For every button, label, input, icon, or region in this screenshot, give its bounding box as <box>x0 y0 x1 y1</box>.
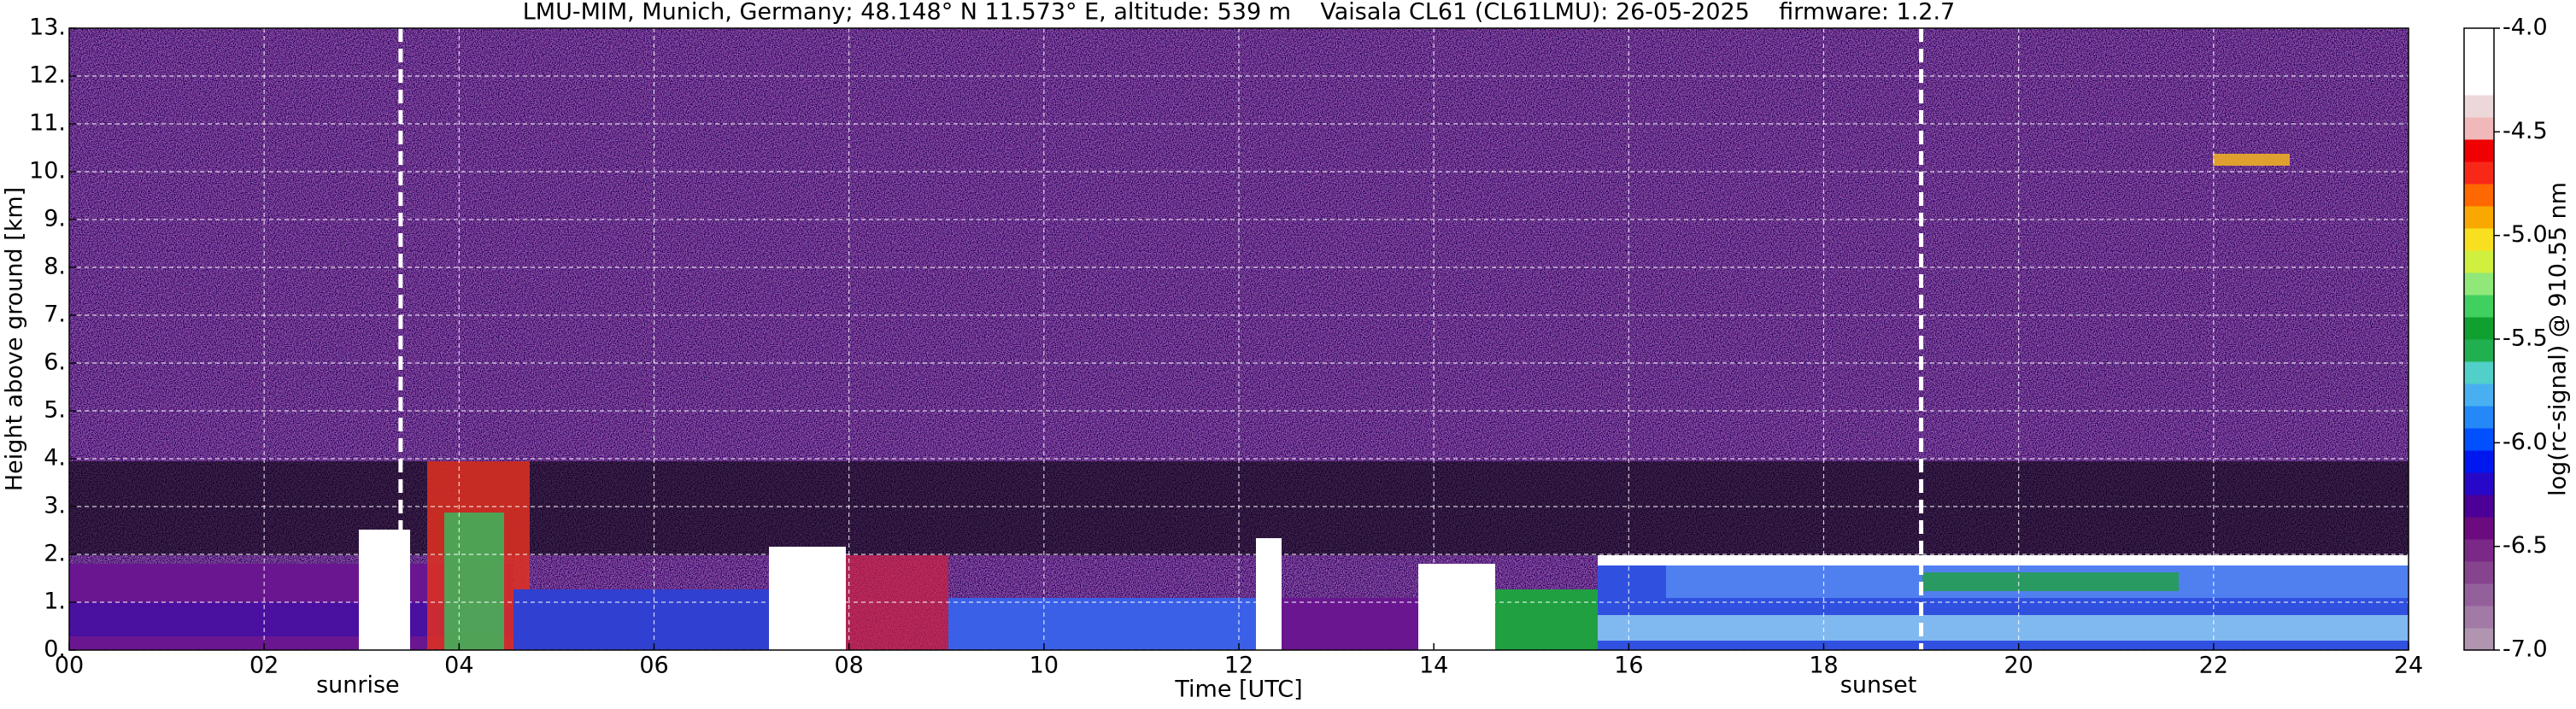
colorbar-bin <box>2464 73 2494 96</box>
chart-title: LMU-MIM, Munich, Germany; 48.148° N 11.5… <box>523 0 1956 26</box>
y-axis-label: Height above ground [km] <box>2 187 28 491</box>
y-tick-label: 10. <box>29 158 66 185</box>
colorbar-bin <box>2464 206 2494 229</box>
event-label: sunrise <box>316 672 400 699</box>
heatmap-layer <box>1495 589 1598 650</box>
colorbar-bin <box>2464 561 2494 584</box>
y-tick-label: 12. <box>29 62 66 89</box>
colorbar-tick-label: -6.5 <box>2503 532 2548 559</box>
x-axis-label: Time [UTC] <box>1174 677 1302 703</box>
x-tick-label: 14 <box>1419 653 1448 679</box>
colorbar-bin <box>2464 495 2494 518</box>
x-tick-label: 24 <box>2394 653 2423 679</box>
colorbar-bin <box>2464 606 2494 629</box>
plot-frame <box>68 27 2409 651</box>
heatmap-cloud-top <box>1598 555 2409 565</box>
y-tick-label: 7. <box>44 302 66 328</box>
colorbar-bin <box>2464 28 2494 51</box>
y-tick-label: 9. <box>44 206 66 232</box>
colorbar-bin <box>2464 406 2494 429</box>
heatmap-layer <box>1282 598 1418 650</box>
y-tick-label: 4. <box>44 445 66 472</box>
colorbar-bin <box>2464 250 2494 273</box>
x-tick-label: 10 <box>1030 653 1059 679</box>
x-tick-label: 20 <box>2004 653 2033 679</box>
y-tick-label: 11. <box>29 110 66 137</box>
heatmap-cloud <box>2213 154 2290 166</box>
y-tick-label: 0. <box>44 636 66 663</box>
x-tick-label: 06 <box>639 653 668 679</box>
heatmap-layer <box>513 589 770 650</box>
y-tick-label: 3. <box>44 493 66 519</box>
heatmap-layer <box>948 598 1256 650</box>
colorbar-bin <box>2464 95 2494 118</box>
x-tick-label: 22 <box>2199 653 2228 679</box>
heatmap-layer <box>1598 615 2409 641</box>
colorbar-bin <box>2464 139 2494 162</box>
colorbar-bin <box>2464 317 2494 340</box>
colorbar-bin <box>2464 450 2494 473</box>
x-tick-label: 12 <box>1224 653 1253 679</box>
x-tick-label: 18 <box>1809 653 1838 679</box>
colorbar-bin <box>2464 384 2494 407</box>
y-tick-label: 2. <box>44 541 66 567</box>
colorbar-bin <box>2464 117 2494 140</box>
colorbar-tick-label: -4.5 <box>2503 118 2548 144</box>
colorbar-bin <box>2464 161 2494 185</box>
colorbar-tick-label: -5.5 <box>2503 325 2548 352</box>
heatmap-layer <box>1922 572 2179 591</box>
colorbar-tick-label: -7.0 <box>2503 636 2548 663</box>
colorbar-tick-label: -4.0 <box>2503 15 2548 41</box>
colorbar-bin <box>2464 339 2494 362</box>
x-tick-label: 16 <box>1614 653 1643 679</box>
colorbar-bin <box>2464 628 2494 651</box>
colorbar-label: log(rc-signal) @ 910.55 nm <box>2545 182 2572 496</box>
y-tick-label: 6. <box>44 349 66 376</box>
event-label: sunset <box>1840 672 1917 699</box>
y-tick-label: 1. <box>44 589 66 615</box>
colorbar-bin <box>2464 361 2494 384</box>
heatmap-cloud <box>444 513 504 650</box>
colorbar-tick-label: -5.0 <box>2503 221 2548 248</box>
x-tick-label: 08 <box>834 653 863 679</box>
x-tick-label: 00 <box>55 653 84 679</box>
colorbar-bin <box>2464 184 2494 207</box>
y-tick-label: 5. <box>44 397 66 424</box>
colorbar-bin <box>2464 272 2494 296</box>
colorbar-tick-label: -6.0 <box>2503 429 2548 455</box>
heatmap-cloud <box>1256 538 1282 650</box>
colorbar-bin <box>2464 517 2494 540</box>
colorbar-bin <box>2464 472 2494 495</box>
colorbar-bin <box>2464 428 2494 451</box>
colorbar-bin <box>2464 228 2494 251</box>
y-tick-label: 8. <box>44 254 66 280</box>
colorbar-bin <box>2464 50 2494 73</box>
x-tick-label: 04 <box>444 653 473 679</box>
axes: 00 02 04 06 08 10 12 14 16 18 20 22 24 0. 1. 2. 3. 4. 5. 6.… <box>29 15 2548 699</box>
y-tick-label: 13. <box>29 15 66 41</box>
heatmap-cloud <box>1418 564 1495 650</box>
colorbar-bin <box>2464 295 2494 318</box>
colorbar-bin <box>2464 539 2494 562</box>
colorbar-bin <box>2464 583 2494 606</box>
heatmap-cloud <box>769 547 846 650</box>
x-tick-label: 02 <box>249 653 279 679</box>
